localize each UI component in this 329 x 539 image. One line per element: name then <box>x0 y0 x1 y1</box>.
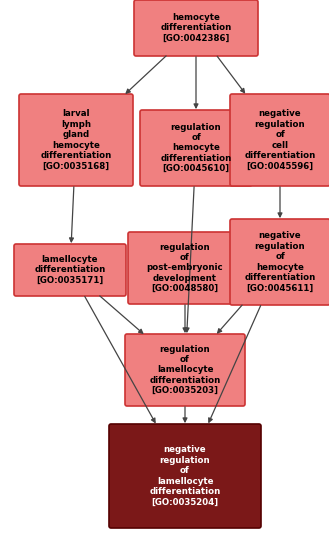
FancyBboxPatch shape <box>109 424 261 528</box>
Text: lamellocyte
differentiation
[GO:0035171]: lamellocyte differentiation [GO:0035171] <box>34 255 106 285</box>
Text: larval
lymph
gland
hemocyte
differentiation
[GO:0035168]: larval lymph gland hemocyte differentiat… <box>40 109 112 170</box>
FancyBboxPatch shape <box>14 244 126 296</box>
Text: regulation
of
lamellocyte
differentiation
[GO:0035203]: regulation of lamellocyte differentiatio… <box>149 345 221 395</box>
FancyBboxPatch shape <box>140 110 252 186</box>
FancyBboxPatch shape <box>134 0 258 56</box>
Text: regulation
of
post-embryonic
development
[GO:0048580]: regulation of post-embryonic development… <box>147 243 223 293</box>
Text: regulation
of
hemocyte
differentiation
[GO:0045610]: regulation of hemocyte differentiation [… <box>160 123 232 174</box>
FancyBboxPatch shape <box>125 334 245 406</box>
Text: negative
regulation
of
cell
differentiation
[GO:0045596]: negative regulation of cell differentiat… <box>244 109 316 170</box>
FancyBboxPatch shape <box>230 94 329 186</box>
FancyBboxPatch shape <box>128 232 242 304</box>
FancyBboxPatch shape <box>230 219 329 305</box>
Text: negative
regulation
of
hemocyte
differentiation
[GO:0045611]: negative regulation of hemocyte differen… <box>244 231 316 293</box>
Text: negative
regulation
of
lamellocyte
differentiation
[GO:0035204]: negative regulation of lamellocyte diffe… <box>149 446 221 507</box>
FancyBboxPatch shape <box>19 94 133 186</box>
Text: hemocyte
differentiation
[GO:0042386]: hemocyte differentiation [GO:0042386] <box>160 13 232 43</box>
